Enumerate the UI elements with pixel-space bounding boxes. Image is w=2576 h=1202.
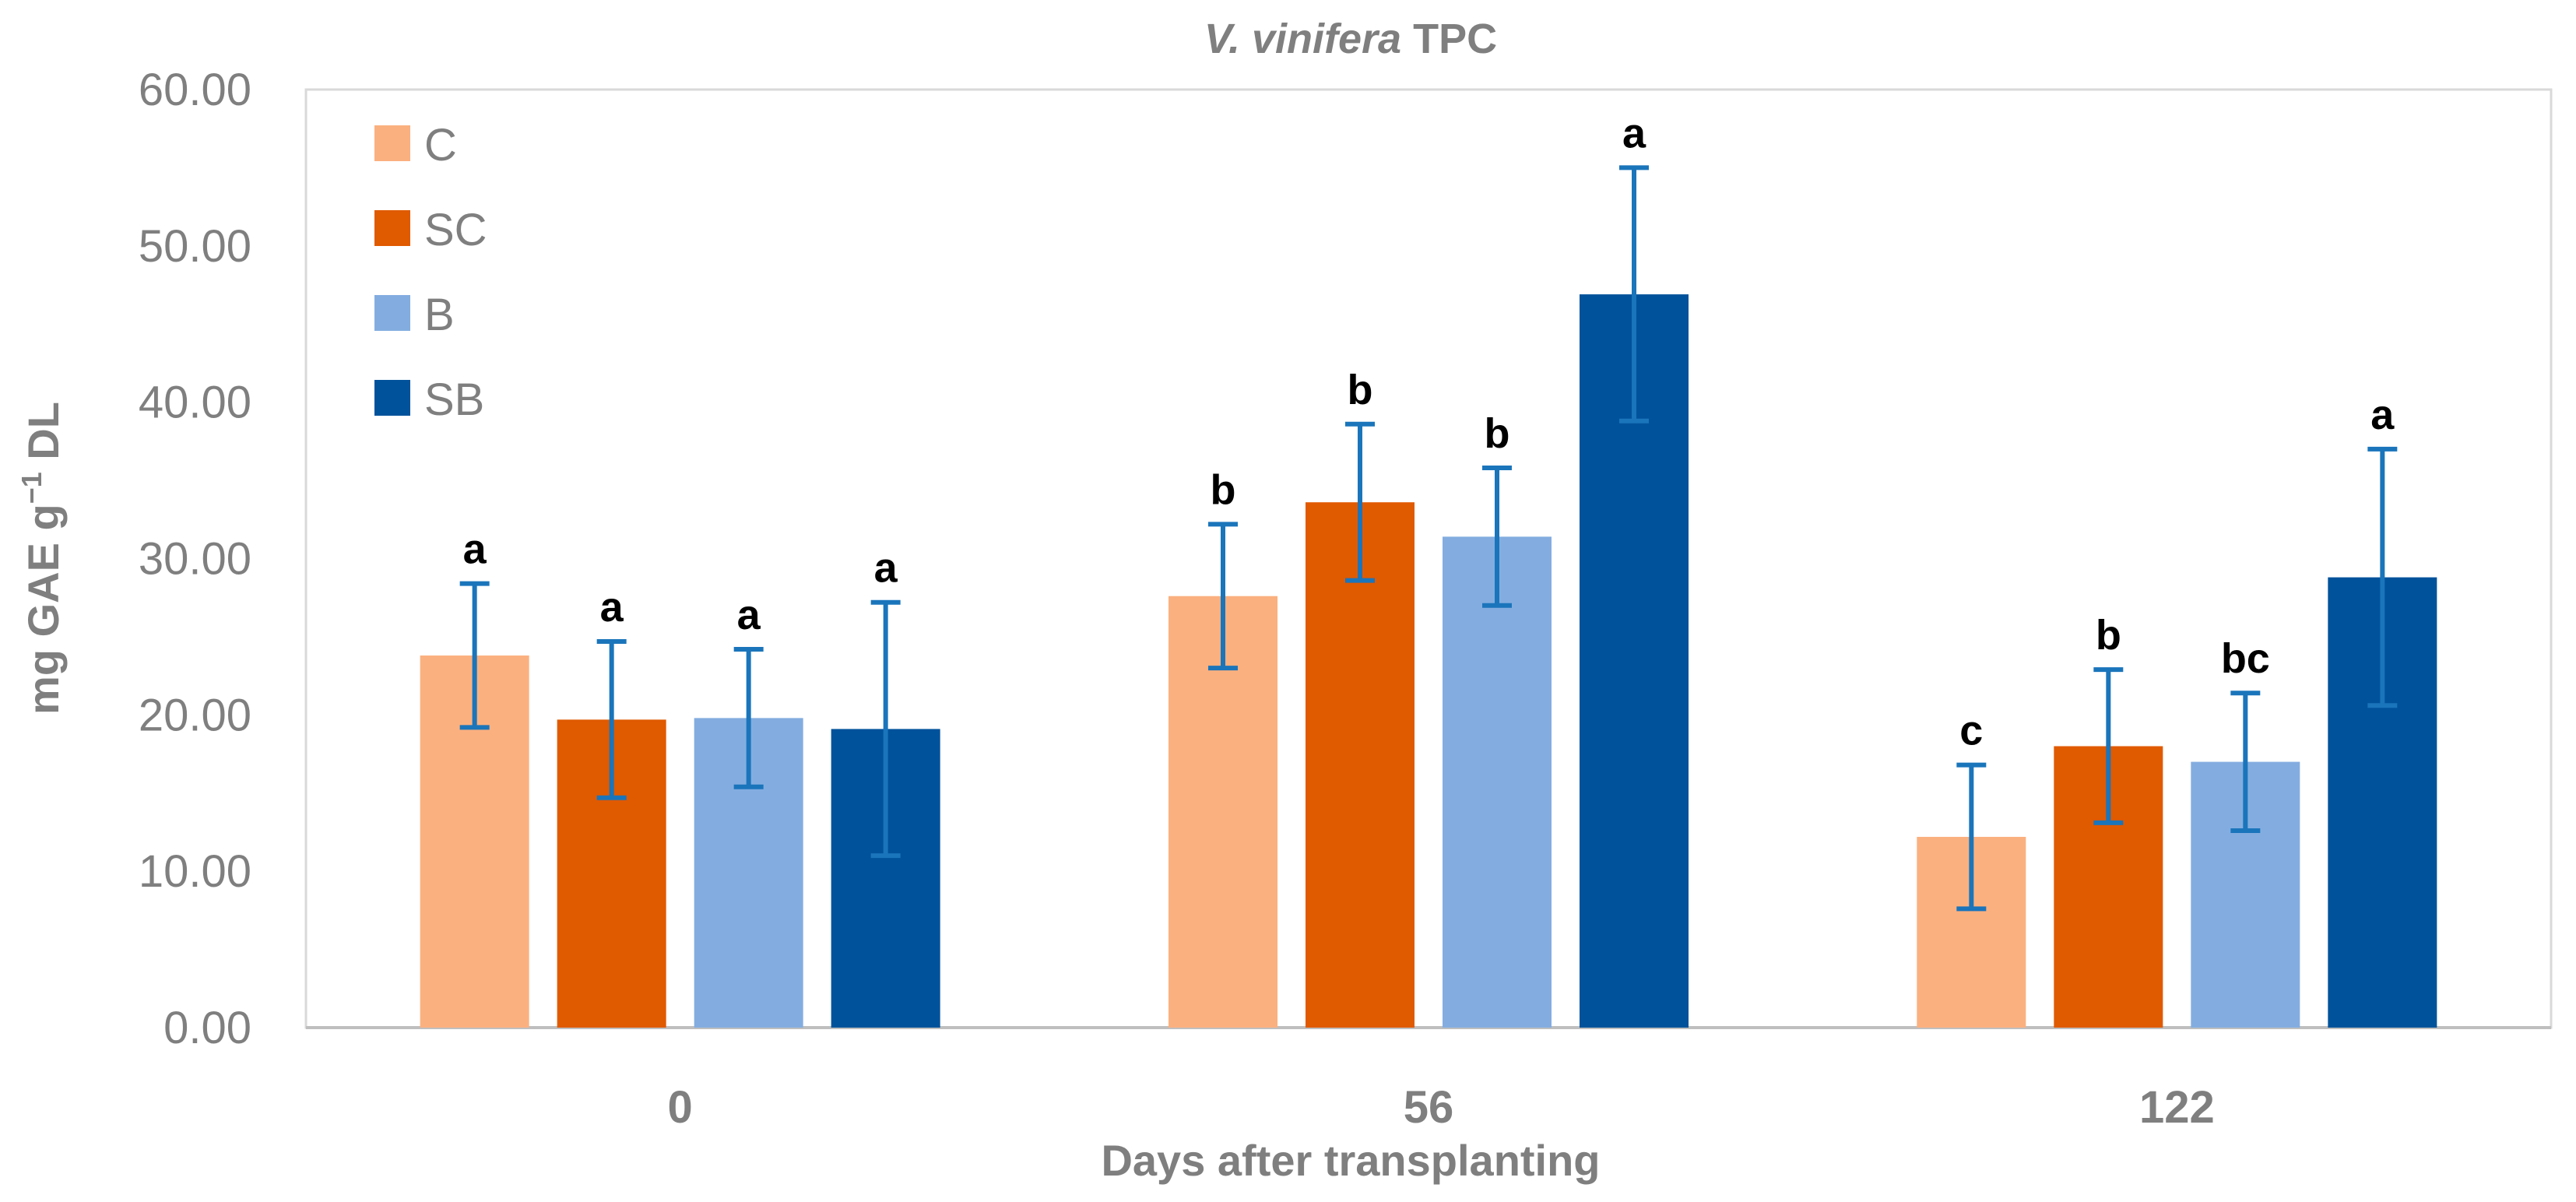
y-tick-label: 40.00 xyxy=(139,378,251,428)
legend-label: B xyxy=(424,290,455,340)
significance-letters: a a a a b b b a c b bc a xyxy=(463,110,2395,754)
legend-label: C xyxy=(424,120,457,170)
bar-b xyxy=(1443,536,1552,1028)
bar-sc xyxy=(1306,502,1415,1028)
significance-letter: b xyxy=(1348,367,1373,413)
x-category-label: 0 xyxy=(668,1082,693,1133)
y-axis-title-sup: −1 xyxy=(16,472,47,504)
legend: C SC B SB xyxy=(374,120,487,425)
x-axis-title: Days after transplanting xyxy=(1101,1136,1600,1185)
y-axis-ticks: 0.00 10.00 20.00 30.00 40.00 50.00 60.00 xyxy=(139,65,251,1053)
y-tick-label: 10.00 xyxy=(139,846,251,897)
y-tick-label: 60.00 xyxy=(139,65,251,115)
x-category-label: 56 xyxy=(1404,1082,1454,1133)
legend-label: SC xyxy=(424,205,487,255)
y-axis-title-suffix: DL xyxy=(19,402,68,460)
legend-swatch-c xyxy=(374,125,410,161)
y-tick-label: 0.00 xyxy=(163,1003,251,1053)
chart-title-italic: V. vinifera xyxy=(1204,16,1401,62)
chart-title-rest: TPC xyxy=(1413,16,1497,62)
y-axis-title-gap xyxy=(19,460,68,473)
y-tick-label: 20.00 xyxy=(139,690,251,740)
y-axis-title-prefix: mg GAE g xyxy=(19,504,68,715)
x-axis-categories: 0 56 122 xyxy=(668,1082,2215,1133)
legend-label: SB xyxy=(424,374,484,425)
chart-title: V. vinifera TPC xyxy=(1204,16,1497,62)
legend-swatch-b xyxy=(374,295,410,331)
significance-letter: b xyxy=(2096,612,2121,659)
significance-letter: a xyxy=(2370,392,2395,438)
x-category-label: 122 xyxy=(2139,1082,2215,1133)
significance-letter: a xyxy=(737,592,761,638)
legend-swatch-sb xyxy=(374,380,410,416)
significance-letter: a xyxy=(1622,110,1646,156)
significance-letter: a xyxy=(600,584,624,631)
bars xyxy=(420,294,2437,1028)
significance-letter: a xyxy=(874,545,898,592)
error-bars xyxy=(459,165,2398,912)
significance-letter: c xyxy=(1959,708,1983,754)
significance-letter: b xyxy=(1211,466,1236,513)
y-tick-label: 50.00 xyxy=(139,221,251,272)
significance-letter: a xyxy=(463,526,487,573)
legend-swatch-sc xyxy=(374,210,410,246)
y-tick-label: 30.00 xyxy=(139,534,251,585)
significance-letter: b xyxy=(1485,410,1510,457)
significance-letter: bc xyxy=(2221,635,2270,682)
y-axis-title: mg GAE g−1 DL xyxy=(16,402,68,715)
